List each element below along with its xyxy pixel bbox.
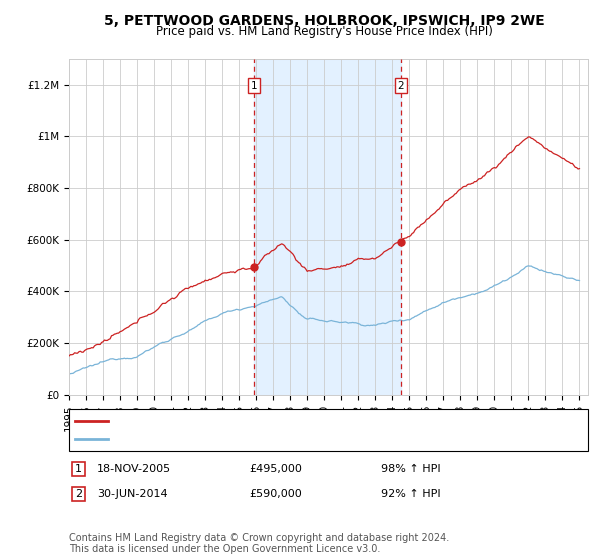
Text: 2: 2 xyxy=(398,81,404,91)
Text: £590,000: £590,000 xyxy=(249,489,302,499)
Text: 5, PETTWOOD GARDENS, HOLBROOK, IPSWICH, IP9 2WE: 5, PETTWOOD GARDENS, HOLBROOK, IPSWICH, … xyxy=(104,14,544,28)
Text: Price paid vs. HM Land Registry's House Price Index (HPI): Price paid vs. HM Land Registry's House … xyxy=(155,25,493,38)
Text: 2: 2 xyxy=(75,489,82,499)
Text: 92% ↑ HPI: 92% ↑ HPI xyxy=(381,489,440,499)
Text: 98% ↑ HPI: 98% ↑ HPI xyxy=(381,464,440,474)
Text: 18-NOV-2005: 18-NOV-2005 xyxy=(97,464,172,474)
Text: 5, PETTWOOD GARDENS, HOLBROOK, IPSWICH, IP9 2WE (detached house): 5, PETTWOOD GARDENS, HOLBROOK, IPSWICH, … xyxy=(114,416,530,426)
Text: HPI: Average price, detached house, Babergh: HPI: Average price, detached house, Babe… xyxy=(114,434,367,444)
Text: 30-JUN-2014: 30-JUN-2014 xyxy=(97,489,168,499)
Text: 1: 1 xyxy=(75,464,82,474)
Text: 1: 1 xyxy=(251,81,257,91)
Bar xyxy=(254,59,401,395)
Text: £495,000: £495,000 xyxy=(249,464,302,474)
Text: Contains HM Land Registry data © Crown copyright and database right 2024.
This d: Contains HM Land Registry data © Crown c… xyxy=(69,533,449,554)
